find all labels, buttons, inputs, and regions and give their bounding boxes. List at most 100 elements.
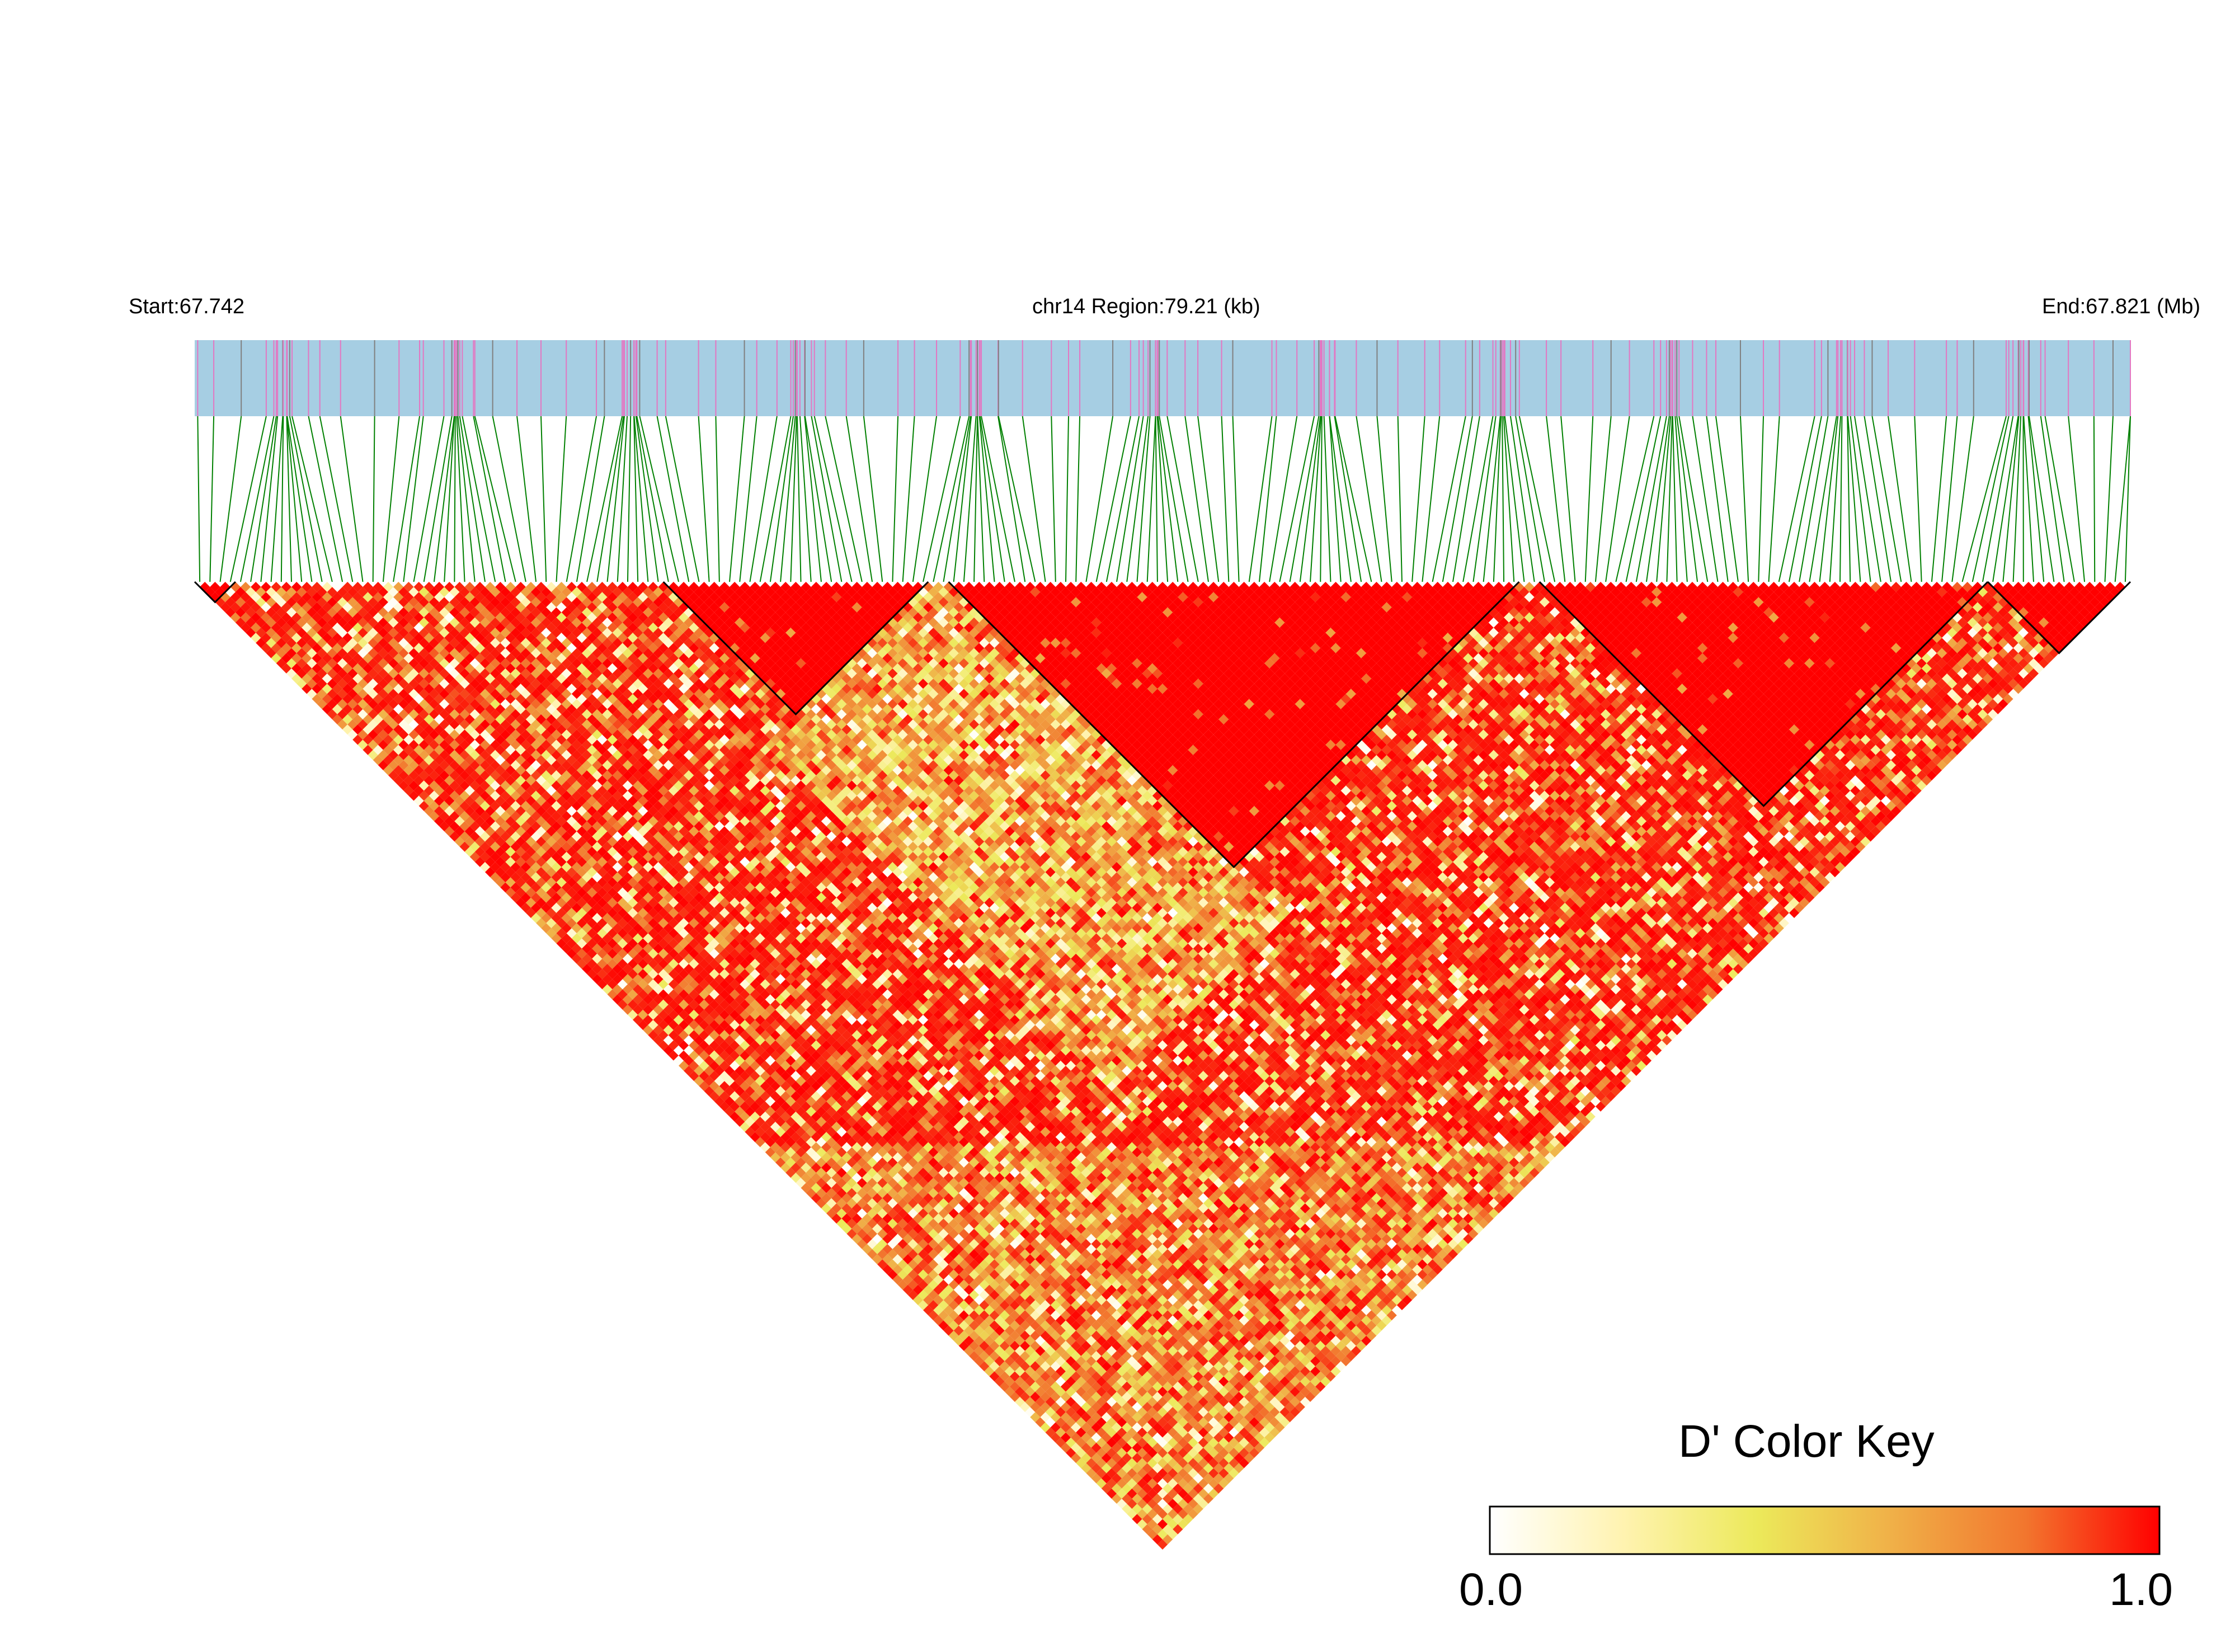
ld-cell xyxy=(897,1198,908,1208)
ld-cell xyxy=(530,872,542,883)
ld-cell xyxy=(505,887,516,898)
ld-cell xyxy=(745,1086,755,1096)
ld-cell xyxy=(1168,1447,1178,1458)
ld-cell xyxy=(530,821,542,832)
ld-cell xyxy=(368,648,378,658)
ld-cell xyxy=(1030,1361,1041,1372)
snp-connector xyxy=(1166,416,1199,582)
ld-cell xyxy=(546,897,557,908)
ld-cell xyxy=(1152,1504,1163,1514)
ld-cell xyxy=(867,1157,878,1168)
ld-cell xyxy=(775,1157,786,1168)
ld-cell xyxy=(281,622,291,633)
ld-cell xyxy=(597,958,608,969)
ld-cell xyxy=(1009,1310,1020,1321)
ld-cell xyxy=(745,1066,755,1076)
ld-cell xyxy=(826,1117,837,1127)
ld-cell xyxy=(907,1289,918,1300)
ld-cell xyxy=(836,1188,847,1198)
ld-cell xyxy=(1203,1493,1214,1504)
ld-cell xyxy=(368,658,378,669)
ld-cell xyxy=(1055,1437,1066,1448)
snp-connector xyxy=(1126,416,1149,582)
ld-cell xyxy=(770,1152,781,1162)
ld-cell xyxy=(312,622,322,633)
snp-connector xyxy=(1594,416,1612,582)
snp-connector xyxy=(291,416,333,582)
ld-cell xyxy=(979,1340,990,1351)
ld-cell xyxy=(1142,1504,1152,1514)
ld-cell xyxy=(251,612,261,623)
ld-cell xyxy=(378,689,388,699)
ld-cell xyxy=(342,663,353,674)
ld-cell xyxy=(1091,1391,1102,1402)
ld-cell xyxy=(302,643,312,653)
ld-cell xyxy=(1035,1366,1046,1377)
ld-cell xyxy=(327,658,337,669)
ld-cell xyxy=(1168,1458,1178,1469)
ld-cell xyxy=(352,704,363,714)
ld-cell xyxy=(246,617,256,628)
ld-cell xyxy=(398,719,409,730)
ld-cell xyxy=(302,622,312,633)
snp-connector xyxy=(433,416,455,582)
ld-cell xyxy=(312,592,322,603)
ld-cell xyxy=(1157,1458,1168,1469)
ld-cell xyxy=(459,750,470,760)
ld-cell xyxy=(831,1162,842,1173)
ld-cell xyxy=(230,592,241,603)
snp-connector xyxy=(197,416,201,582)
ld-cell xyxy=(1096,1396,1107,1408)
ld-cell xyxy=(1188,1478,1198,1489)
ld-cell xyxy=(953,1325,964,1336)
ld-cell xyxy=(561,851,572,862)
ld-cell xyxy=(1111,1453,1122,1463)
ld-cell xyxy=(246,587,256,597)
snp-connector xyxy=(739,416,757,582)
ld-cell xyxy=(1183,1473,1193,1484)
ld-cell xyxy=(775,1106,786,1117)
ld-cell xyxy=(546,836,557,847)
ld-cell xyxy=(1198,1498,1208,1509)
ld-cell xyxy=(1040,1340,1051,1351)
ld-cell xyxy=(663,953,674,964)
ld-cell xyxy=(836,1198,847,1208)
ld-cell xyxy=(775,1066,786,1076)
ld-cell xyxy=(943,1223,954,1234)
ld-cell xyxy=(1198,1488,1208,1499)
ld-cell xyxy=(530,882,542,893)
ld-cell xyxy=(408,699,419,709)
snp-connector xyxy=(1850,416,1871,582)
snp-connector xyxy=(1493,416,1502,582)
ld-cell xyxy=(271,612,281,623)
ld-cell xyxy=(1055,1386,1066,1397)
ld-cell xyxy=(1117,1488,1127,1499)
ld-cell xyxy=(821,1193,832,1203)
ld-cell xyxy=(816,1157,827,1168)
ld-cell xyxy=(490,770,501,781)
ld-cell xyxy=(434,816,445,827)
ld-cell xyxy=(801,1183,811,1193)
ld-cell xyxy=(1035,1325,1046,1336)
snp-connector xyxy=(1605,416,1630,582)
ld-cell xyxy=(902,1254,913,1265)
ld-cell xyxy=(1076,1417,1086,1428)
ld-cell xyxy=(393,755,404,765)
ld-cell xyxy=(709,999,719,1010)
ld-cell xyxy=(1076,1447,1086,1458)
ld-cell xyxy=(969,1350,980,1362)
ld-cell xyxy=(536,836,547,847)
ld-cell xyxy=(322,622,332,633)
ld-cell xyxy=(1066,1376,1076,1387)
ld-cell xyxy=(530,831,542,842)
ld-cell xyxy=(1101,1381,1112,1392)
ld-cell xyxy=(1127,1407,1137,1418)
ld-cell xyxy=(1111,1422,1122,1433)
ld-cell xyxy=(1091,1381,1102,1392)
ld-cell xyxy=(948,1229,959,1239)
snp-connector xyxy=(759,416,792,582)
ld-cell xyxy=(846,1218,857,1229)
snp-connector xyxy=(1376,416,1392,582)
ld-cell xyxy=(378,729,388,740)
ld-cell xyxy=(791,1132,801,1142)
